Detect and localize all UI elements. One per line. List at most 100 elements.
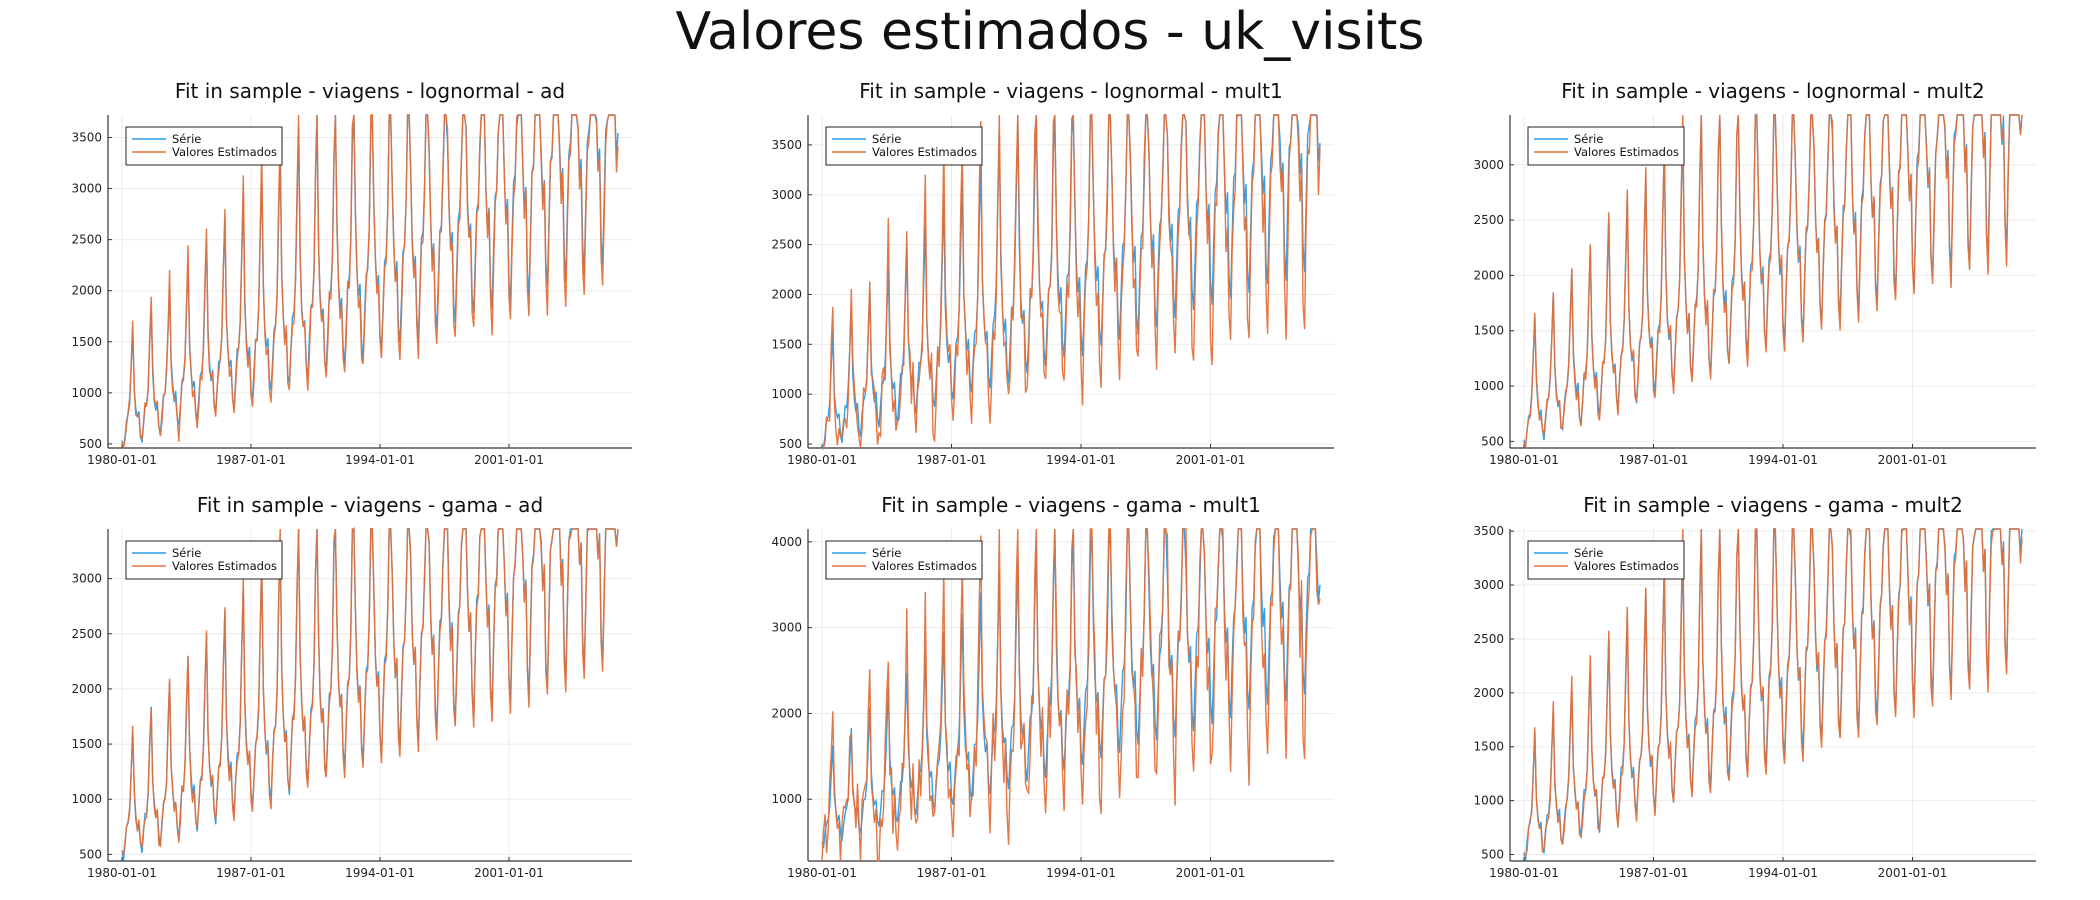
- x-tick-label: 1994-01-01: [1046, 453, 1116, 467]
- chart-title: Fit in sample - viagens - gama - mult2: [1583, 493, 1963, 517]
- y-tick-label: 2000: [71, 284, 102, 298]
- y-tick-label: 4000: [771, 535, 802, 549]
- x-tick-label: 1980-01-01: [787, 866, 857, 880]
- x-tick-label: 1994-01-01: [345, 866, 415, 880]
- chart-title: Fit in sample - viagens - lognormal - mu…: [1561, 79, 1985, 103]
- x-tick-label: 2001-01-01: [474, 866, 544, 880]
- x-tick-label: 2001-01-01: [474, 453, 544, 467]
- x-tick-label: 1994-01-01: [345, 453, 415, 467]
- x-tick-label: 1987-01-01: [917, 453, 987, 467]
- y-tick-label: 1500: [71, 335, 102, 349]
- y-tick-label: 1000: [771, 792, 802, 806]
- legend-label: Série: [872, 132, 901, 146]
- x-tick-label: 1987-01-01: [216, 453, 286, 467]
- chart-panel-1: Fit in sample - viagens - lognormal - ad…: [71, 79, 632, 467]
- series-line-fit: [821, 528, 1321, 862]
- chart-title: Fit in sample - viagens - lognormal - ad: [175, 79, 565, 103]
- x-tick-label: 1987-01-01: [917, 866, 987, 880]
- y-tick-label: 2000: [71, 682, 102, 696]
- legend-label: Valores Estimados: [172, 145, 277, 159]
- y-tick-label: 3000: [1473, 158, 1504, 172]
- series-line-fit: [822, 114, 1321, 449]
- y-tick-label: 2500: [71, 233, 102, 247]
- y-tick-label: 2000: [771, 287, 802, 301]
- legend-box: [825, 126, 983, 166]
- y-tick-label: 1000: [1473, 794, 1504, 808]
- y-tick-label: 1000: [71, 386, 102, 400]
- legend-box: [125, 540, 283, 580]
- legend-label: Série: [1574, 132, 1603, 146]
- legend-label: Valores Estimados: [872, 559, 977, 573]
- legend-label: Valores Estimados: [1574, 145, 1679, 159]
- y-tick-label: 3500: [71, 130, 102, 144]
- y-tick-label: 2000: [1473, 268, 1504, 282]
- legend-label: Valores Estimados: [1574, 559, 1679, 573]
- x-tick-label: 2001-01-01: [1176, 866, 1246, 880]
- y-tick-label: 3500: [771, 138, 802, 152]
- y-tick-label: 3500: [1473, 524, 1504, 538]
- chart-panel-4: Fit in sample - viagens - gama - ad 500 10…: [71, 493, 632, 880]
- x-tick-label: 2001-01-01: [1176, 453, 1246, 467]
- x-tick-label: 1994-01-01: [1748, 866, 1818, 880]
- x-tick-label: 1980-01-01: [87, 866, 157, 880]
- y-tick-label: 1000: [771, 387, 802, 401]
- series-line-fit: [1523, 528, 2023, 859]
- chart-panel-5: Fit in sample - viagens - gama - mult1 10…: [771, 493, 1334, 880]
- figure-title: Valores estimados - uk_visits: [675, 2, 1425, 62]
- legend-box: [1527, 126, 1685, 166]
- y-tick-label: 3000: [1473, 578, 1504, 592]
- y-tick-label: 1000: [71, 792, 102, 806]
- y-tick-label: 3000: [71, 182, 102, 196]
- legend-label: Série: [172, 132, 201, 146]
- y-tick-label: 500: [1481, 848, 1504, 862]
- x-tick-label: 1980-01-01: [1489, 866, 1559, 880]
- x-tick-label: 2001-01-01: [1878, 866, 1948, 880]
- y-tick-label: 2500: [1473, 632, 1504, 646]
- y-tick-label: 2500: [1473, 213, 1504, 227]
- y-tick-label: 1000: [1473, 379, 1504, 393]
- chart-panel-2: Fit in sample - viagens - lognormal - mu…: [771, 79, 1334, 467]
- legend-label: Série: [172, 546, 201, 560]
- y-tick-label: 500: [79, 847, 102, 861]
- y-tick-label: 1500: [1473, 740, 1504, 754]
- y-tick-label: 1500: [771, 337, 802, 351]
- series-line-fit: [1523, 112, 2023, 449]
- legend-box: [1527, 540, 1685, 580]
- x-tick-label: 1987-01-01: [1619, 866, 1689, 880]
- x-tick-label: 1994-01-01: [1046, 866, 1116, 880]
- chart-title: Fit in sample - viagens - gama - mult1: [881, 493, 1261, 517]
- chart-panel-6: Fit in sample - viagens - gama - mult2 50…: [1473, 493, 2036, 880]
- x-tick-label: 1980-01-01: [1489, 453, 1559, 467]
- x-tick-label: 2001-01-01: [1878, 453, 1948, 467]
- x-tick-label: 1980-01-01: [787, 453, 857, 467]
- y-tick-label: 2000: [1473, 686, 1504, 700]
- x-tick-label: 1987-01-01: [216, 866, 286, 880]
- legend-label: Valores Estimados: [872, 145, 977, 159]
- y-tick-label: 2500: [771, 238, 802, 252]
- y-tick-label: 500: [779, 437, 802, 451]
- y-tick-label: 3000: [771, 188, 802, 202]
- x-tick-label: 1987-01-01: [1619, 453, 1689, 467]
- y-tick-label: 2500: [71, 627, 102, 641]
- y-tick-label: 2000: [771, 706, 802, 720]
- x-tick-label: 1994-01-01: [1748, 453, 1818, 467]
- y-tick-label: 1500: [71, 737, 102, 751]
- legend-label: Valores Estimados: [172, 559, 277, 573]
- legend-box: [125, 126, 283, 166]
- legend-label: Série: [872, 546, 901, 560]
- x-tick-label: 1980-01-01: [87, 453, 157, 467]
- y-tick-label: 500: [1481, 434, 1504, 448]
- y-tick-label: 3000: [71, 572, 102, 586]
- legend-box: [825, 540, 983, 580]
- y-tick-label: 500: [79, 437, 102, 451]
- chart-title: Fit in sample - viagens - gama - ad: [197, 493, 543, 517]
- series-line-fit: [121, 114, 619, 449]
- chart-title: Fit in sample - viagens - lognormal - mu…: [859, 79, 1283, 103]
- series-line-fit: [121, 528, 619, 856]
- y-tick-label: 3000: [771, 621, 802, 635]
- chart-panel-3: Fit in sample - viagens - lognormal - mu…: [1473, 79, 2036, 467]
- y-tick-label: 1500: [1473, 324, 1504, 338]
- legend-label: Série: [1574, 546, 1603, 560]
